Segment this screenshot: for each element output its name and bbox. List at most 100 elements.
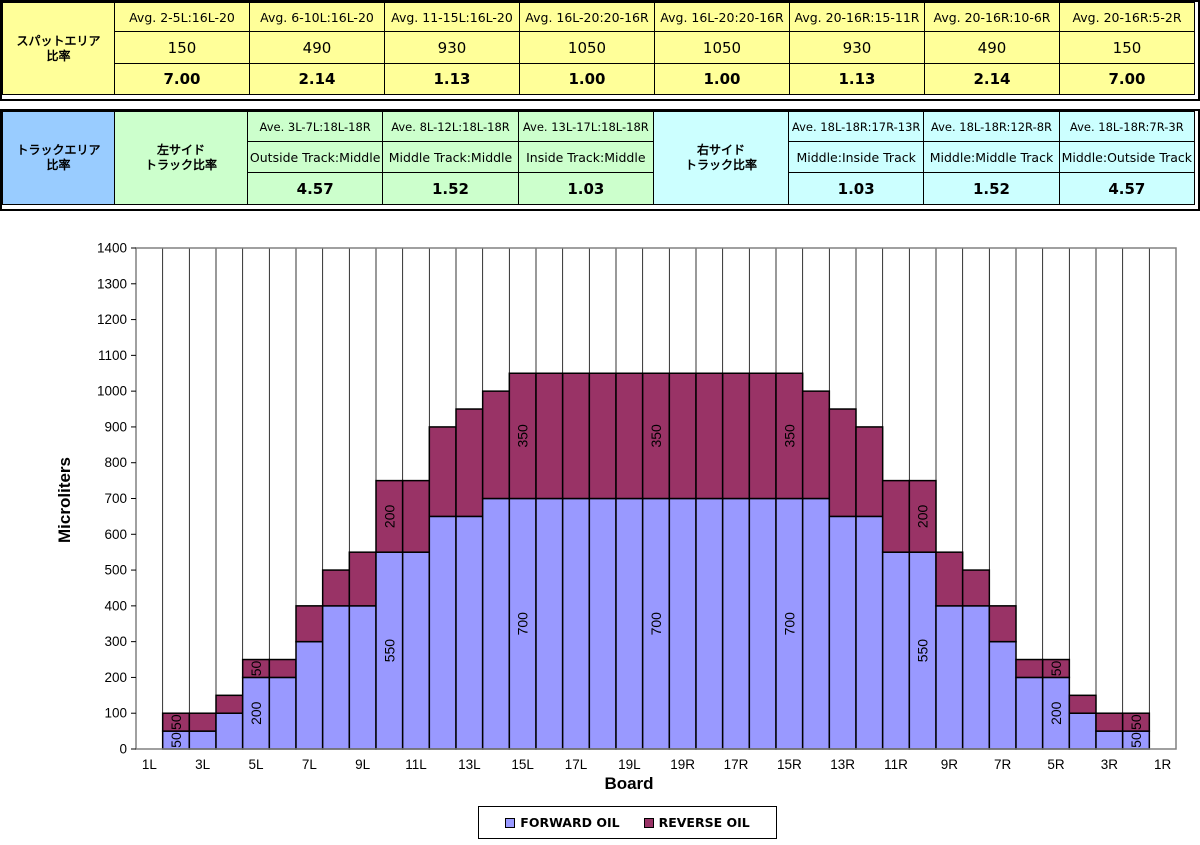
reverse-oil-bar — [855, 426, 884, 518]
reverse-oil-bar — [215, 694, 244, 714]
forward-oil-bar — [535, 497, 564, 750]
forward-oil-bar — [961, 605, 991, 750]
x-tick-label: 13L — [458, 757, 481, 772]
left-track-desc: Middle Track:Middle — [382, 141, 519, 173]
forward-oil-bar — [748, 497, 777, 750]
right-track-desc: Middle:Inside Track — [787, 141, 925, 173]
spot-value: 490 — [249, 31, 385, 64]
left-side-label-line2: トラック比率 — [144, 158, 217, 172]
right-track-desc: Middle:Outside Track — [1058, 141, 1196, 173]
reverse-oil-bar — [615, 372, 644, 500]
spot-area-label-line2: 比率 — [46, 48, 71, 63]
bar-data-label: 700 — [648, 612, 664, 636]
bars-layer — [161, 372, 1151, 750]
forward-oil-bar — [268, 676, 297, 750]
spot-ratio: 1.00 — [519, 63, 655, 95]
bar-data-label: 350 — [648, 424, 664, 448]
bar-data-label: 50 — [1128, 732, 1144, 748]
spot-header: Avg. 16L-20:20-16R — [519, 2, 655, 32]
x-tick-label: 15R — [777, 757, 802, 772]
x-tick-label: 9R — [941, 757, 959, 772]
forward-oil-bar — [695, 497, 724, 750]
left-side-label: 左サイド トラック比率 — [114, 111, 248, 205]
track-table-frame — [0, 109, 1200, 211]
bar-data-label: 50 — [168, 714, 184, 730]
spot-header: Avg. 20-16R:15-11R — [789, 2, 925, 32]
right-side-label-line2: トラック比率 — [684, 158, 757, 172]
spot-table-frame — [0, 0, 1200, 101]
bar-data-label: 350 — [781, 424, 797, 448]
forward-oil-bar — [561, 497, 591, 750]
right-track-header: Ave. 18L-18R:7R-3R — [1058, 111, 1196, 142]
reverse-oil-bar — [1121, 712, 1151, 732]
spot-area-row-label: スパットエリア 比率 — [2, 2, 115, 95]
forward-oil-bar — [721, 497, 751, 750]
reverse-oil-bar — [1068, 694, 1097, 714]
left-track-ratio: 4.57 — [246, 172, 384, 205]
right-track-header: Ave. 18L-18R:17R-13R — [787, 111, 925, 142]
forward-oil-bar — [935, 605, 964, 750]
x-tick-label: 15L — [511, 757, 534, 772]
reverse-oil-bar — [801, 390, 831, 500]
x-tick-label: 7L — [302, 757, 318, 772]
reverse-oil-bar — [775, 372, 804, 500]
right-track-desc: Middle:Middle Track — [923, 141, 1060, 173]
forward-oil-bar — [295, 640, 324, 750]
forward-oil-bar — [908, 551, 937, 750]
reverse-oil-swatch — [643, 817, 654, 828]
x-tick-label: 1R — [1154, 757, 1172, 772]
reverse-oil-bar — [295, 605, 324, 643]
right-side-label: 右サイド トラック比率 — [652, 111, 789, 205]
spot-header: Avg. 2-5L:16L-20 — [114, 2, 250, 32]
reverse-oil-bar — [348, 551, 377, 607]
track-area-row-label: トラックエリア 比率 — [2, 111, 115, 205]
spot-header: Avg. 20-16R:10-6R — [924, 2, 1060, 32]
x-tick-label: 9L — [355, 757, 371, 772]
forward-oil-bar — [401, 551, 431, 750]
reverse-oil-bar — [268, 658, 297, 679]
spot-header: Avg. 6-10L:16L-20 — [249, 2, 385, 32]
x-tick-label: 13R — [830, 757, 855, 772]
x-tick-label: 19R — [670, 757, 695, 772]
forward-oil-bar — [1095, 730, 1124, 750]
y-tick-label: 600 — [104, 527, 127, 542]
x-tick-label: 7R — [994, 757, 1012, 772]
legend-label-reverse-oil: REVERSE OIL — [658, 815, 750, 830]
track-area-label-line2: 比率 — [46, 158, 71, 172]
reverse-oil-bar — [1095, 712, 1124, 732]
bar-data-label: 700 — [781, 612, 797, 636]
forward-oil-bar — [215, 712, 244, 750]
reverse-oil-bar — [1015, 658, 1044, 679]
left-track-header: Ave. 3L-7L:18L-18R — [246, 111, 384, 142]
reverse-oil-bar — [1041, 658, 1071, 679]
left-track-desc: Outside Track:Middle — [246, 141, 384, 173]
x-tick-label: 5R — [1047, 757, 1065, 772]
track-area-label-line1: トラックエリア — [16, 143, 101, 157]
spot-ratio: 1.13 — [789, 63, 925, 95]
y-tick-label: 1000 — [97, 384, 127, 399]
forward-oil-bar — [828, 515, 857, 750]
reverse-oil-bar — [748, 372, 777, 500]
y-tick-label: 1400 — [97, 241, 127, 256]
y-tick-label: 1300 — [97, 276, 127, 291]
spot-value: 1050 — [519, 31, 655, 64]
reverse-oil-bar — [321, 569, 351, 607]
y-axis-label: Microliters — [55, 457, 74, 543]
forward-oil-bar — [988, 640, 1017, 750]
forward-oil-bar — [615, 497, 644, 750]
spot-value: 490 — [924, 31, 1060, 64]
track-area-table: トラックエリア 比率 左サイド トラック比率 Ave. 3L-7L:18L-18… — [2, 111, 1196, 205]
forward-oil-bar — [588, 497, 617, 750]
forward-oil-bar — [641, 497, 671, 750]
left-side-label-line1: 左サイド — [156, 143, 205, 157]
left-track-ratio: 1.03 — [517, 172, 654, 205]
bar-data-label: 50 — [1128, 714, 1144, 730]
bar-data-label: 200 — [381, 505, 397, 529]
bar-data-label: 200 — [915, 505, 931, 529]
forward-oil-bar — [668, 497, 697, 750]
x-tick-label: 11R — [884, 757, 908, 772]
spot-value: 150 — [1059, 31, 1195, 64]
left-track-desc: Inside Track:Middle — [517, 141, 654, 173]
right-track-ratio: 4.57 — [1058, 172, 1196, 205]
reverse-oil-bar — [561, 372, 591, 500]
